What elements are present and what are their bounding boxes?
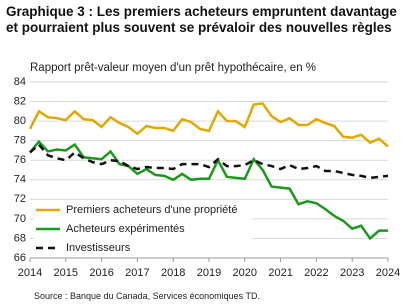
series-line [29,142,389,180]
y-tick-label: 72 [14,193,26,205]
legend-label: Acheteurs expérimentés [66,223,185,235]
y-tick-label: 84 [14,76,26,88]
x-tick-label: 2016 [89,267,113,279]
x-tick-label: 2017 [125,267,149,279]
legend-box [34,201,252,257]
legend-label: Investisseurs [66,242,131,254]
x-tick-label: 2022 [304,267,328,279]
source: Source : Banque du Canada, Services écon… [34,291,260,301]
y-tick-label: 74 [14,174,26,186]
x-tick-label: 2020 [233,267,257,279]
y-tick-label: 76 [14,154,26,166]
y-tick-label: 82 [14,95,26,107]
x-tick-label: 2021 [268,267,292,279]
x-tick-label: 2014 [18,267,42,279]
chart-title: Graphique 3 : Les premiers acheteurs emp… [6,4,397,35]
x-tick-label: 2023 [340,267,364,279]
chart-subtitle: Rapport prêt-valeur moyen d'un prêt hypo… [30,62,317,74]
y-tick-label: 70 [14,213,26,225]
x-tick-label: 2018 [161,267,185,279]
legend-label: Premiers acheteurs d'une propriété [66,204,237,216]
chart: 66 68 70 72 74 76 78 80 82 84 2014 2015 2016 2017 2018… [14,76,400,279]
y-tick-label: 78 [14,135,26,147]
x-tick-label: 2019 [197,267,221,279]
series-line [28,102,389,148]
y-tick-label: 66 [14,252,26,264]
y-tick-label: 80 [14,115,26,127]
series-line [29,139,388,241]
y-tick-label: 68 [14,232,26,244]
x-tick-label: 2024 [376,267,400,279]
x-tick-label: 2015 [54,267,78,279]
